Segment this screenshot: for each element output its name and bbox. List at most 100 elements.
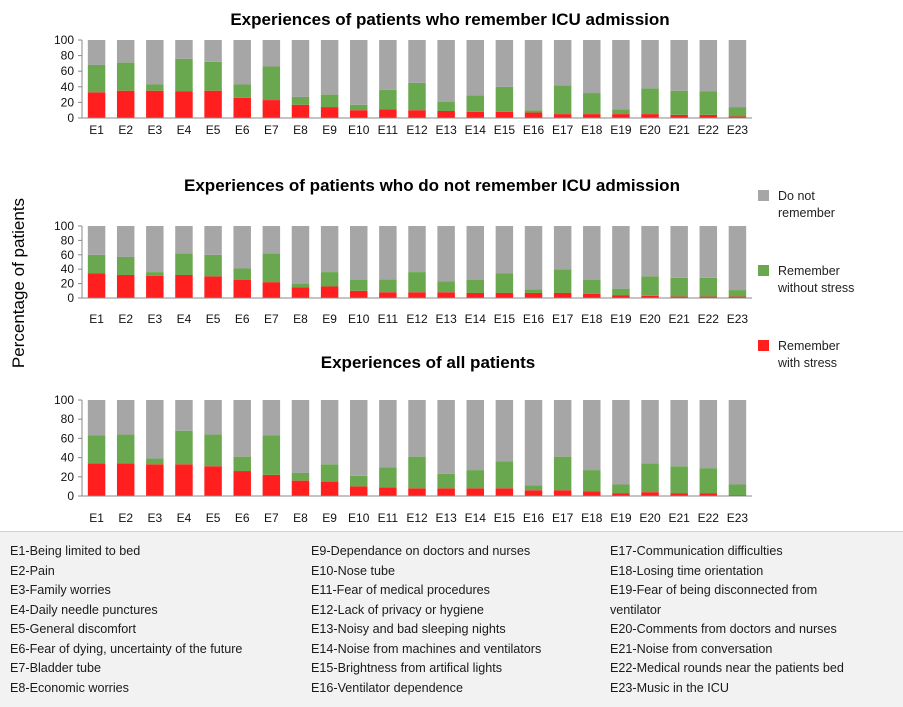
abbreviation-item: E22-Medical rounds near the patients bed	[610, 661, 844, 675]
x-tick-label: E10	[348, 123, 370, 137]
abbreviation-column-3: E17-Communication difficulties E18-Losing…	[610, 542, 844, 698]
bar-do-not-remember-e16	[524, 400, 543, 486]
bar-without-stress-e4	[175, 58, 193, 92]
bar-without-stress-e9	[320, 464, 339, 482]
abbreviation-item: E14-Noise from machines and ventilators	[311, 641, 542, 656]
bar-do-not-remember-e14	[466, 40, 484, 96]
bar-with-stress-e8	[291, 104, 310, 118]
bar-do-not-remember-e2	[116, 40, 135, 63]
bar-do-not-remember-e2	[116, 400, 135, 435]
x-tick-label: E6	[235, 312, 250, 326]
bar-without-stress-e12	[408, 82, 426, 111]
bar-with-stress-e4	[175, 91, 193, 118]
x-tick-label: E2	[118, 511, 133, 525]
bar-without-stress-e1	[87, 64, 106, 93]
x-tick-label: E10	[348, 312, 370, 326]
y-tick-label: 80	[61, 412, 75, 426]
legend-swatch-rws	[758, 265, 769, 276]
x-tick-label: E12	[406, 312, 428, 326]
bar-with-stress-e3	[146, 275, 164, 298]
bar-do-not-remember-e19	[612, 400, 630, 485]
x-tick-label: E20	[639, 123, 661, 137]
chart-title: Experiences of all patients	[321, 353, 535, 372]
bar-do-not-remember-e22	[699, 40, 718, 92]
bar-do-not-remember-e20	[641, 40, 659, 89]
bar-without-stress-e8	[291, 472, 310, 481]
bar-without-stress-e14	[466, 95, 484, 112]
bar-with-stress-e16	[524, 490, 543, 496]
x-tick-label: E14	[465, 123, 487, 137]
bar-do-not-remember-e23	[728, 400, 747, 485]
abbreviation-column-2: E9-Dependance on doctors and nurses E10-N…	[311, 542, 541, 698]
x-tick-label: E8	[293, 511, 308, 525]
bar-do-not-remember-e10	[350, 40, 368, 105]
bar-with-stress-e15	[495, 488, 514, 496]
abbreviation-column-1: E1-Being limited to bed E2-Pain E3-Family …	[10, 542, 242, 698]
bar-do-not-remember-e1	[87, 226, 106, 255]
bar-without-stress-e16	[524, 485, 543, 491]
bar-do-not-remember-e2	[116, 226, 135, 257]
bar-without-stress-e15	[495, 86, 514, 112]
x-tick-label: E17	[552, 511, 574, 525]
bar-without-stress-e17	[553, 269, 572, 293]
bar-with-stress-e4	[175, 464, 193, 496]
bar-without-stress-e8	[291, 96, 310, 105]
bar-do-not-remember-e18	[583, 40, 601, 94]
x-tick-label: E5	[206, 312, 221, 326]
bar-do-not-remember-e21	[670, 40, 688, 91]
bar-without-stress-e6	[233, 84, 251, 98]
bar-with-stress-e19	[612, 295, 630, 298]
bar-with-stress-e10	[350, 290, 368, 298]
abbreviation-item: E6-Fear of dying, uncertainty of the fut…	[10, 641, 243, 656]
bar-do-not-remember-e17	[553, 226, 572, 270]
y-tick-label: 60	[61, 248, 75, 262]
x-tick-label: E22	[698, 312, 720, 326]
bar-with-stress-e19	[612, 493, 630, 496]
legend-label-dnr: remember	[778, 206, 835, 220]
bar-do-not-remember-e16	[524, 40, 543, 111]
x-tick-label: E21	[668, 511, 690, 525]
x-tick-label: E18	[581, 312, 603, 326]
bar-do-not-remember-e5	[204, 400, 222, 435]
x-tick-label: E3	[147, 312, 162, 326]
bar-without-stress-e17	[553, 456, 572, 491]
y-tick-label: 60	[61, 64, 75, 78]
y-tick-label: 40	[61, 262, 75, 276]
legend-swatch-dnr	[758, 190, 769, 201]
bar-do-not-remember-e16	[524, 226, 543, 290]
x-tick-label: E12	[406, 123, 428, 137]
legend-label-dnr: Do not	[778, 189, 815, 203]
bar-do-not-remember-e15	[495, 40, 514, 87]
x-tick-label: E23	[727, 511, 749, 525]
x-tick-label: E19	[610, 123, 632, 137]
abbreviation-legend: E1-Being limited to bed E2-Pain E3-Family …	[0, 531, 903, 707]
bar-without-stress-e4	[175, 253, 193, 275]
bar-with-stress-e11	[379, 109, 397, 118]
bar-do-not-remember-e9	[320, 40, 339, 95]
abbreviation-item: E1-Being limited to bed	[10, 544, 141, 558]
x-tick-label: E21	[668, 123, 690, 137]
bar-without-stress-e20	[641, 88, 659, 115]
x-tick-label: E16	[523, 312, 545, 326]
bar-with-stress-e6	[233, 280, 251, 298]
y-tick-label: 80	[61, 49, 75, 63]
bar-without-stress-e16	[524, 289, 543, 293]
x-tick-label: E13	[435, 511, 457, 525]
bar-with-stress-e2	[116, 463, 135, 496]
y-tick-label: 0	[67, 291, 74, 305]
bar-do-not-remember-e1	[87, 400, 106, 436]
abbreviation-item: E7-Bladder tube	[10, 661, 102, 675]
bar-do-not-remember-e21	[670, 400, 688, 467]
bar-without-stress-e1	[87, 254, 106, 274]
x-tick-label: E23	[727, 123, 749, 137]
bar-do-not-remember-e8	[291, 40, 310, 97]
bar-without-stress-e6	[233, 456, 251, 472]
bar-with-stress-e3	[146, 464, 164, 496]
bar-do-not-remember-e5	[204, 40, 222, 62]
bar-do-not-remember-e11	[379, 40, 397, 90]
y-tick-label: 80	[61, 233, 75, 247]
legend-label-rws: without stress	[777, 281, 854, 295]
abbreviation-item: ventilator	[610, 602, 662, 617]
bar-without-stress-e15	[495, 461, 514, 489]
bar-do-not-remember-e18	[583, 226, 601, 280]
